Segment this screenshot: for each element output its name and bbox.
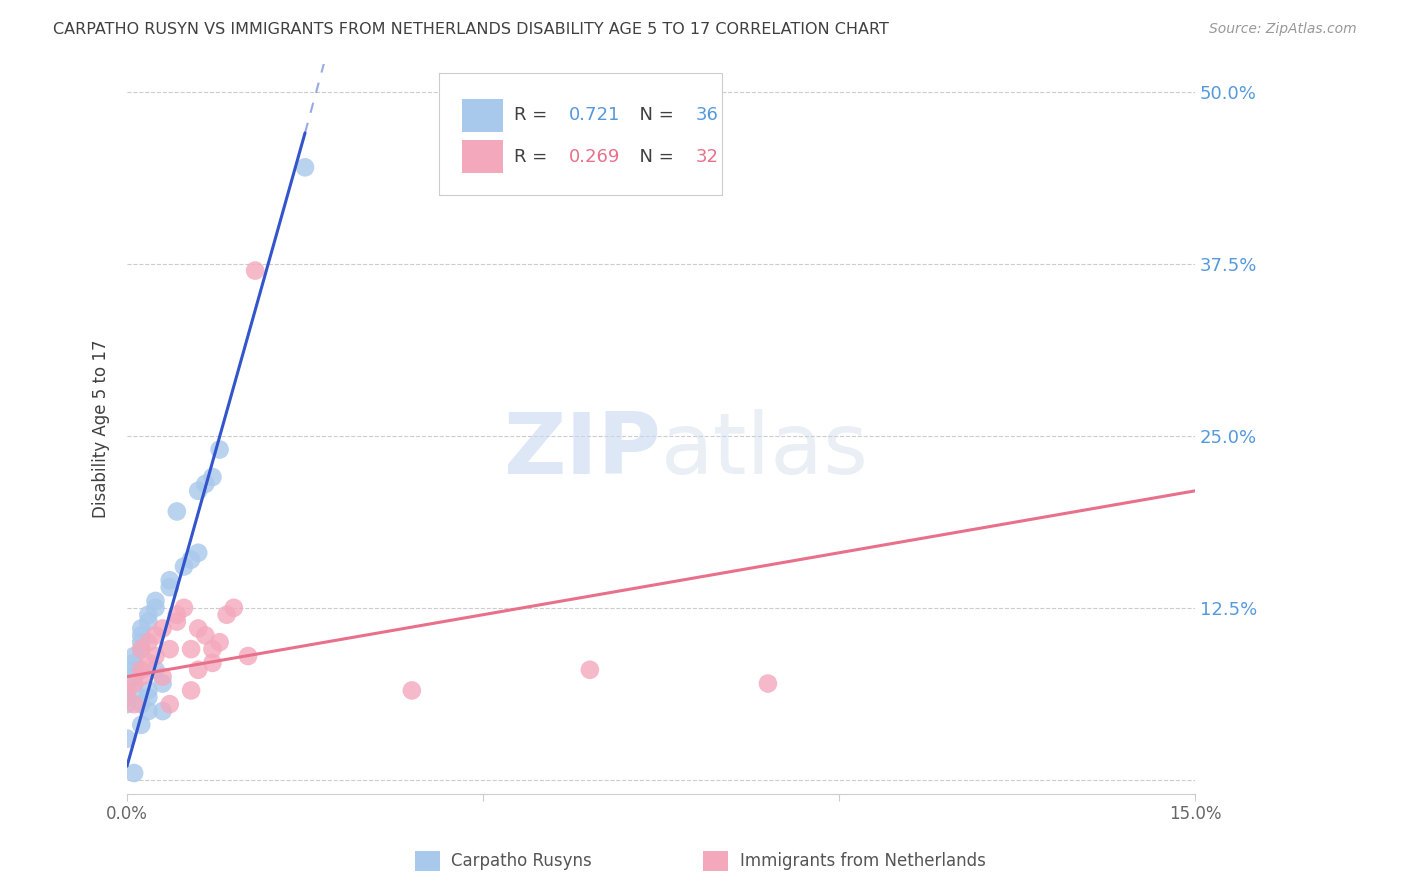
Point [201,656,224,670]
Text: 32: 32 [696,148,718,166]
Point [145,600,167,615]
Point [152,622,174,636]
Point [122,656,145,670]
Point [122,648,145,663]
Point [173,600,195,615]
Point [187,663,209,677]
Point [756,676,779,690]
Point [159,574,181,588]
Point [159,580,181,594]
Point [129,670,152,684]
Text: CARPATHO RUSYN VS IMMIGRANTS FROM NETHERLANDS DISABILITY AGE 5 TO 17 CORRELATION: CARPATHO RUSYN VS IMMIGRANTS FROM NETHER… [53,22,890,37]
Point [115,683,138,698]
Point [138,607,160,622]
Point [138,704,160,718]
Point [401,683,423,698]
Text: R =: R = [513,148,553,166]
Point [194,628,217,642]
Point [152,704,174,718]
Point [187,622,209,636]
Point [129,628,152,642]
Point [294,161,316,175]
Point [159,642,181,657]
Point [201,642,224,657]
Text: Immigrants from Netherlands: Immigrants from Netherlands [740,852,986,870]
Point [152,676,174,690]
Point [122,766,145,780]
Point [138,615,160,629]
Point [122,676,145,690]
Point [159,697,181,711]
Point [166,615,188,629]
Point [187,546,209,560]
Text: 36: 36 [696,106,718,124]
Point [115,690,138,705]
Point [215,607,238,622]
Point [145,648,167,663]
Point [166,607,188,622]
Point [194,477,217,491]
Point [122,683,145,698]
Point [180,683,202,698]
Point [138,690,160,705]
Point [115,697,138,711]
Point [222,600,245,615]
FancyBboxPatch shape [463,140,503,173]
Point [180,642,202,657]
Point [138,635,160,649]
Point [187,483,209,498]
Point [236,648,259,663]
Text: 0.721: 0.721 [569,106,620,124]
Point [201,470,224,484]
Point [243,263,266,277]
Point [115,731,138,746]
Point [129,622,152,636]
Point [145,628,167,642]
Point [579,663,602,677]
Point [122,697,145,711]
Point [122,670,145,684]
Point [138,656,160,670]
Point [129,697,152,711]
Text: atlas: atlas [661,409,869,492]
Point [122,663,145,677]
Point [166,504,188,518]
Point [129,642,152,657]
FancyBboxPatch shape [439,73,723,195]
Text: Carpatho Rusyns: Carpatho Rusyns [451,852,592,870]
Point [180,552,202,566]
Point [129,635,152,649]
Point [138,683,160,698]
Point [145,663,167,677]
Point [208,635,231,649]
Point [152,670,174,684]
FancyBboxPatch shape [463,99,503,131]
Text: N =: N = [628,106,679,124]
Point [129,718,152,732]
Text: ZIP: ZIP [503,409,661,492]
Y-axis label: Disability Age 5 to 17: Disability Age 5 to 17 [93,340,110,518]
Text: R =: R = [513,106,553,124]
Text: Source: ZipAtlas.com: Source: ZipAtlas.com [1209,22,1357,37]
Point [208,442,231,457]
Point [129,642,152,657]
Point [145,594,167,608]
Point [173,559,195,574]
Text: N =: N = [628,148,679,166]
Point [129,663,152,677]
Text: 0.269: 0.269 [569,148,620,166]
